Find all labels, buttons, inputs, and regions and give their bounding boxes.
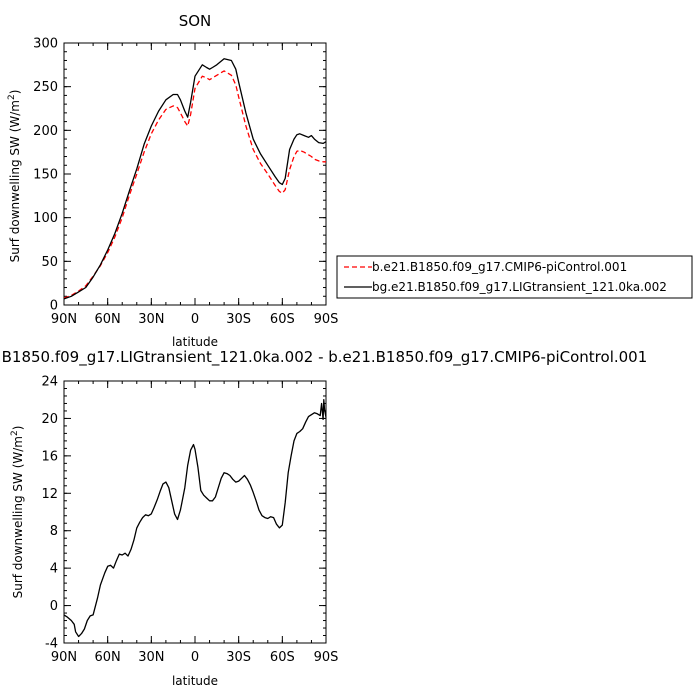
bottom-y-tick-label: 8 xyxy=(50,524,58,539)
top-chart-title: SON xyxy=(179,12,212,30)
bottom-panel: bg.e21.B1850.f09_g17.LIGtransient_121.0k… xyxy=(0,348,647,688)
top-y-tick-label: 100 xyxy=(33,211,58,226)
bottom-y-tick-label: 20 xyxy=(41,412,58,427)
bottom-y-tick-label: 4 xyxy=(50,562,58,577)
top-x-tick-label: 90N xyxy=(51,312,77,327)
top-y-tick-label: 250 xyxy=(33,80,58,95)
top-y-tick-label: 150 xyxy=(33,168,58,183)
bottom-x-tick-label: 90S xyxy=(314,650,339,665)
top-x-tick-label: 90S xyxy=(314,312,339,327)
legend-label-picontrol: b.e21.B1850.f09_g17.CMIP6-piControl.001 xyxy=(372,260,627,274)
top-y-axis-label: Surf downwelling SW (W/m2) xyxy=(7,90,22,263)
top-x-tick-label: 60N xyxy=(95,312,121,327)
bottom-series-lines xyxy=(63,399,327,638)
top-series-line-0 xyxy=(63,70,326,299)
top-y-tick-label: 300 xyxy=(33,37,58,52)
top-y-tick-label: 0 xyxy=(50,299,58,314)
bottom-y-tick-label: 16 xyxy=(41,449,58,464)
top-series-lines xyxy=(63,58,327,300)
top-axes: 90N 60N 30N 0 30S 60S 90S 0 50 100 150 200 250 300 xyxy=(33,37,338,328)
top-x-tick-label: 30N xyxy=(138,312,164,327)
top-x-tick-label: 30S xyxy=(226,312,251,327)
bottom-plot-frame xyxy=(63,380,327,644)
bottom-x-tick-label: 60N xyxy=(95,650,121,665)
bottom-x-tick-label: 0 xyxy=(191,650,199,665)
legend-box xyxy=(336,255,693,299)
top-panel: SON Surf downwelling SW (W/m2) latitude … xyxy=(7,12,338,349)
bottom-x-tick-label: 30S xyxy=(226,650,251,665)
bottom-chart-title: bg.e21.B1850.f09_g17.LIGtransient_121.0k… xyxy=(0,348,647,367)
top-x-axis-label: latitude xyxy=(172,335,218,349)
bottom-x-tick-label: 60S xyxy=(270,650,295,665)
bottom-y-axis-label: Surf downwelling SW (W/m2) xyxy=(10,426,25,599)
bottom-x-tick-label: 90N xyxy=(51,650,77,665)
bottom-x-tick-label: 30N xyxy=(138,650,164,665)
bottom-y-tick-label: -4 xyxy=(45,637,58,652)
bottom-x-axis-label: latitude xyxy=(172,674,218,688)
top-plot-frame xyxy=(63,42,327,306)
top-x-tick-label: 0 xyxy=(191,312,199,327)
bottom-y-tick-label: 0 xyxy=(50,599,58,614)
bottom-y-tick-label: 24 xyxy=(41,375,58,390)
top-series-line-1 xyxy=(63,58,327,300)
top-x-tick-label: 60S xyxy=(270,312,295,327)
legend: b.e21.B1850.f09_g17.CMIP6-piControl.001 … xyxy=(336,255,693,299)
top-y-tick-label: 200 xyxy=(33,124,58,139)
bottom-series-line-0 xyxy=(63,399,327,638)
legend-label-ligtransient: bg.e21.B1850.f09_g17.LIGtransient_121.0k… xyxy=(372,280,667,294)
bottom-y-tick-label: 12 xyxy=(41,487,58,502)
bottom-axes: 90N 60N 30N 0 30S 60S 90S -4 0 4 8 12 16 20 24 xyxy=(41,375,338,666)
top-y-tick-label: 50 xyxy=(41,255,58,270)
